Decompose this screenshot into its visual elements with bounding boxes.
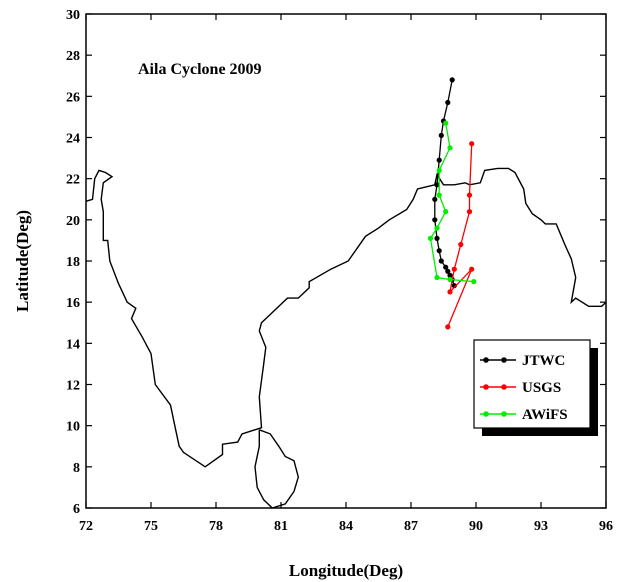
y-tick-label-7: 20	[66, 214, 80, 229]
point-awifs-5	[443, 209, 449, 215]
point-jtwc-10	[434, 182, 440, 188]
legend: JTWC USGS AWiFS	[473, 339, 598, 436]
y-tick-label-11: 28	[66, 49, 80, 64]
point-awifs-0	[471, 279, 477, 285]
x-tick-label-4: 84	[339, 519, 353, 534]
x-axis-label: Longitude(Deg)	[289, 561, 403, 580]
point-awifs-9	[443, 120, 449, 126]
y-tick-label-3: 12	[66, 379, 80, 394]
point-jtwc-6	[436, 248, 442, 254]
series-usgs	[445, 141, 475, 330]
point-jtwc-4	[443, 264, 449, 270]
track-series-layer	[427, 77, 477, 330]
x-tick-label-8: 96	[599, 519, 613, 534]
x-tick-label-1: 75	[144, 519, 158, 534]
legend-marker2-awifs	[501, 411, 507, 417]
y-tick-label-1: 8	[73, 461, 80, 476]
y-tick-label-4: 14	[66, 337, 80, 352]
x-tick-label-5: 87	[404, 519, 418, 534]
coastline-mainland	[85, 167, 607, 468]
y-tick-label-9: 24	[66, 132, 80, 147]
point-jtwc-5	[438, 258, 444, 264]
x-tick-label-7: 93	[534, 519, 548, 534]
y-tick-label-10: 26	[66, 90, 80, 105]
coastline-sri-lanka	[254, 429, 300, 509]
x-tick-label-2: 78	[209, 519, 223, 534]
legend-label-usgs: USGS	[522, 380, 561, 396]
series-jtwc	[432, 77, 457, 289]
legend-items: JTWC USGS AWiFS	[480, 353, 568, 423]
series-line-usgs	[447, 143, 473, 328]
point-jtwc-12	[438, 132, 444, 138]
y-tick-label-2: 10	[66, 420, 80, 435]
y-axis-label: Latitude(Deg)	[13, 210, 32, 312]
point-jtwc-0	[451, 283, 457, 289]
legend-marker-awifs	[483, 411, 489, 417]
point-awifs-7	[436, 167, 442, 173]
point-awifs-1	[447, 276, 453, 283]
point-awifs-2	[434, 274, 440, 281]
legend-label-jtwc: JTWC	[522, 353, 565, 369]
legend-label-awifs: AWiFS	[522, 407, 568, 423]
series-awifs	[427, 120, 477, 285]
point-usgs-2	[447, 289, 453, 295]
x-tick-label-6: 90	[469, 519, 483, 534]
point-usgs-4	[458, 241, 464, 248]
legend-marker2-jtwc	[501, 357, 507, 363]
series-line-awifs	[429, 122, 474, 283]
point-jtwc-7	[434, 235, 440, 241]
legend-marker-usgs	[483, 384, 489, 390]
coastline-layer	[85, 167, 607, 509]
y-tick-label-6: 18	[66, 255, 80, 270]
point-usgs-5	[466, 209, 473, 215]
point-usgs-1	[469, 266, 475, 272]
x-tick-label-0: 72	[79, 519, 93, 534]
point-jtwc-15	[449, 77, 455, 83]
point-awifs-8	[447, 145, 453, 151]
legend-marker-jtwc	[483, 357, 489, 363]
y-tick-label-8: 22	[66, 173, 80, 188]
point-jtwc-3	[445, 268, 451, 274]
point-usgs-3	[451, 266, 457, 272]
point-jtwc-14	[445, 99, 451, 106]
point-jtwc-9	[432, 196, 438, 202]
x-tick-label-3: 81	[274, 519, 288, 534]
y-tick-label-0: 6	[73, 502, 80, 517]
point-awifs-4	[434, 225, 440, 231]
legend-marker2-usgs	[501, 384, 507, 390]
y-tick-label-5: 16	[66, 296, 80, 311]
point-usgs-7	[469, 141, 475, 147]
point-jtwc-2	[447, 272, 453, 278]
axis-ticks-layer: 72 75 78 81 84 87 90 93 96 6 8 10 12 14 16 18 20 22 24 26 28…	[66, 8, 613, 534]
point-usgs-0	[445, 324, 451, 330]
point-jtwc-11	[436, 157, 442, 163]
point-awifs-3	[427, 235, 434, 241]
y-tick-label-12: 30	[66, 8, 80, 23]
chart-annotation: Aila Cyclone 2009	[138, 61, 262, 78]
point-usgs-6	[466, 192, 473, 198]
point-jtwc-8	[432, 217, 438, 223]
point-awifs-6	[436, 192, 442, 198]
